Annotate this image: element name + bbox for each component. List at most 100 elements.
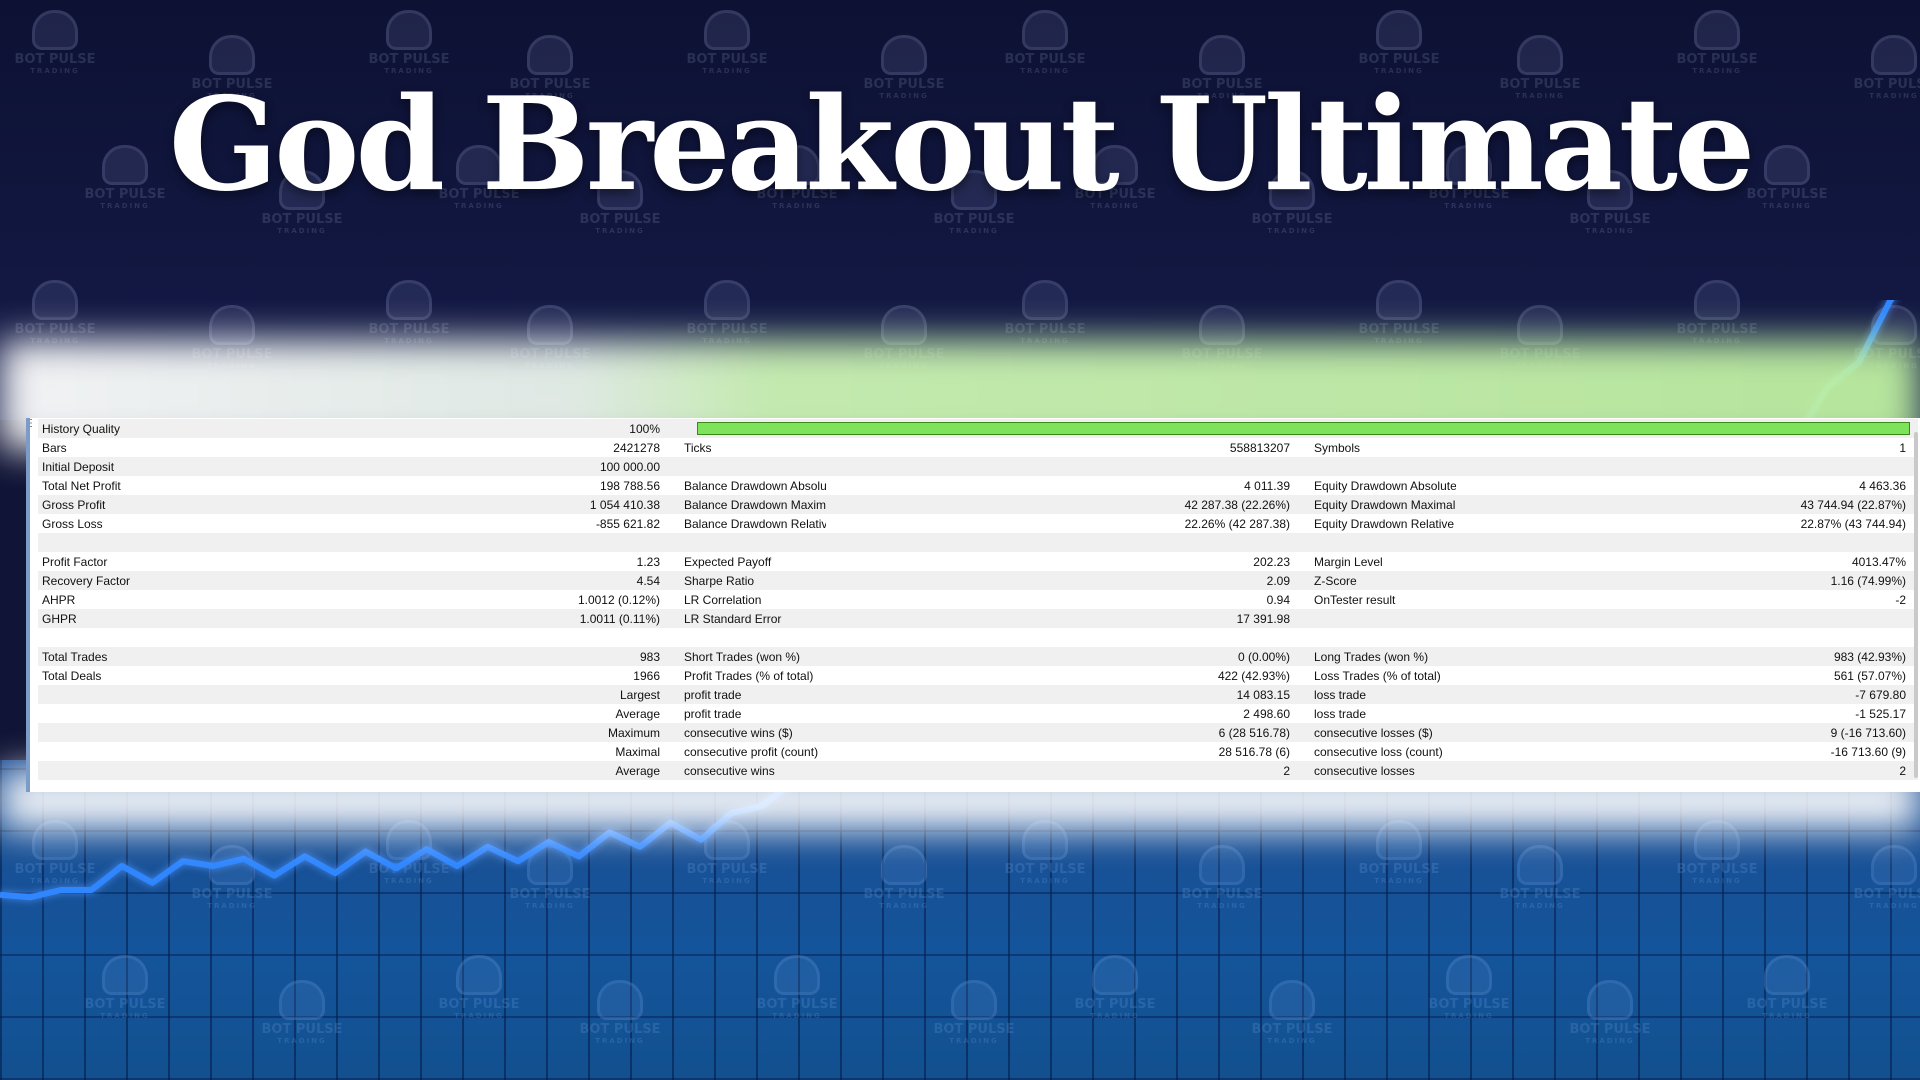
robot-icon xyxy=(1199,845,1245,885)
stat-label: consecutive losses xyxy=(1302,761,1456,780)
robot-icon xyxy=(102,955,148,995)
stat-label xyxy=(38,723,192,742)
report-scrollbar[interactable] xyxy=(1914,432,1918,778)
table-row: Maximum consecutive wins ($) 6 (28 516.78)… xyxy=(38,723,1918,742)
backtest-report-panel[interactable]: ⋮ History Quality 100% Bars 2421278 Ticks 5… xyxy=(26,418,1920,792)
robot-icon xyxy=(1587,980,1633,1020)
stat-label: Balance Drawdown Absolute xyxy=(672,476,826,495)
stat-value: 2 498.60 xyxy=(826,704,1302,723)
robot-icon xyxy=(1764,955,1810,995)
table-row: Total Deals 1966 Profit Trades (% of total… xyxy=(38,666,1918,685)
watermark-subtext: TRADING xyxy=(1090,1012,1140,1020)
watermark-subtext: TRADING xyxy=(207,902,257,910)
watermark-subtext: TRADING xyxy=(1444,1012,1494,1020)
stat-value xyxy=(192,533,672,552)
table-row: Total Net Profit 198 788.56 Balance Drawdo… xyxy=(38,476,1918,495)
watermark-subtext: TRADING xyxy=(1020,877,1070,885)
stat-label xyxy=(1302,628,1456,647)
watermark-text: BOT PULSE xyxy=(1746,997,1828,1012)
stat-label xyxy=(38,628,192,647)
watermark-text: BOT PULSE xyxy=(863,77,945,92)
stat-value: -855 621.82 xyxy=(192,514,672,533)
stat-label: Initial Deposit xyxy=(38,457,192,476)
watermark-subtext: TRADING xyxy=(1267,227,1317,235)
watermark-text: BOT PULSE xyxy=(1676,52,1758,67)
stat-label: Profit Trades (% of total) xyxy=(672,666,826,685)
stat-label: LR Standard Error xyxy=(672,609,826,628)
robot-icon xyxy=(386,10,432,50)
robot-icon xyxy=(704,280,750,320)
stat-value: 2 xyxy=(826,761,1302,780)
robot-icon xyxy=(1022,280,1068,320)
page-title: God Breakout Ultimate xyxy=(168,70,1756,220)
robot-icon xyxy=(1092,955,1138,995)
watermark-text: BOT PULSE xyxy=(1428,997,1510,1012)
stat-value: 4.54 xyxy=(192,571,672,590)
stat-value: -2 xyxy=(1456,590,1918,609)
watermark-subtext: TRADING xyxy=(1692,67,1742,75)
robot-icon xyxy=(1376,10,1422,50)
watermark-text: BOT PULSE xyxy=(579,1022,661,1037)
stat-label: Equity Drawdown Relative xyxy=(1302,514,1456,533)
stat-value xyxy=(826,533,1302,552)
stat-value xyxy=(1456,533,1918,552)
history-quality-bar-cell xyxy=(672,419,1918,438)
robot-icon xyxy=(32,10,78,50)
stat-label: Balance Drawdown Relative xyxy=(672,514,826,533)
splitter-handle-icon[interactable]: ⋮ xyxy=(26,418,36,429)
stat-value xyxy=(1456,609,1918,628)
robot-icon xyxy=(881,35,927,75)
stat-label xyxy=(38,685,192,704)
robot-icon xyxy=(1517,845,1563,885)
watermark-subtext: TRADING xyxy=(1374,67,1424,75)
watermark-subtext: TRADING xyxy=(702,67,752,75)
watermark-subtext: TRADING xyxy=(772,202,822,210)
watermark-subtext: TRADING xyxy=(1585,227,1635,235)
watermark-text: BOT PULSE xyxy=(261,212,343,227)
watermark-text: BOT PULSE xyxy=(368,322,450,337)
stat-value: -1 525.17 xyxy=(1456,704,1918,723)
watermark-subtext: TRADING xyxy=(1762,202,1812,210)
stat-value: 1.16 (74.99%) xyxy=(1456,571,1918,590)
watermark-text: BOT PULSE xyxy=(84,187,166,202)
stat-value: 100 000.00 xyxy=(192,457,672,476)
watermark-subtext: TRADING xyxy=(277,1037,327,1045)
table-row xyxy=(38,628,1918,647)
table-row: Largest profit trade 14 083.15 loss trade -7… xyxy=(38,685,1918,704)
watermark-subtext: TRADING xyxy=(772,1012,822,1020)
robot-icon xyxy=(209,35,255,75)
stat-value: 14 083.15 xyxy=(826,685,1302,704)
stat-label: Profit Factor xyxy=(38,552,192,571)
watermark-subtext: TRADING xyxy=(1197,92,1247,100)
robot-icon xyxy=(951,170,997,210)
table-row: AHPR 1.0012 (0.12%) LR Correlation 0.94 OnTe… xyxy=(38,590,1918,609)
stat-value xyxy=(192,628,672,647)
stat-label: Bars xyxy=(38,438,192,457)
table-row xyxy=(38,533,1918,552)
watermark-subtext: TRADING xyxy=(1585,1037,1635,1045)
stat-label: Margin Level xyxy=(1302,552,1456,571)
stat-label xyxy=(1302,609,1456,628)
stat-value: 983 (42.93%) xyxy=(1456,647,1918,666)
watermark-subtext: TRADING xyxy=(1374,877,1424,885)
watermark-text: BOT PULSE xyxy=(686,52,768,67)
robot-icon xyxy=(774,145,820,185)
watermark-text: BOT PULSE xyxy=(1004,322,1086,337)
watermark-text: BOT PULSE xyxy=(579,212,661,227)
stat-value: 422 (42.93%) xyxy=(826,666,1302,685)
table-row: Average profit trade 2 498.60 loss trade -1 … xyxy=(38,704,1918,723)
stat-value: Average xyxy=(192,761,672,780)
